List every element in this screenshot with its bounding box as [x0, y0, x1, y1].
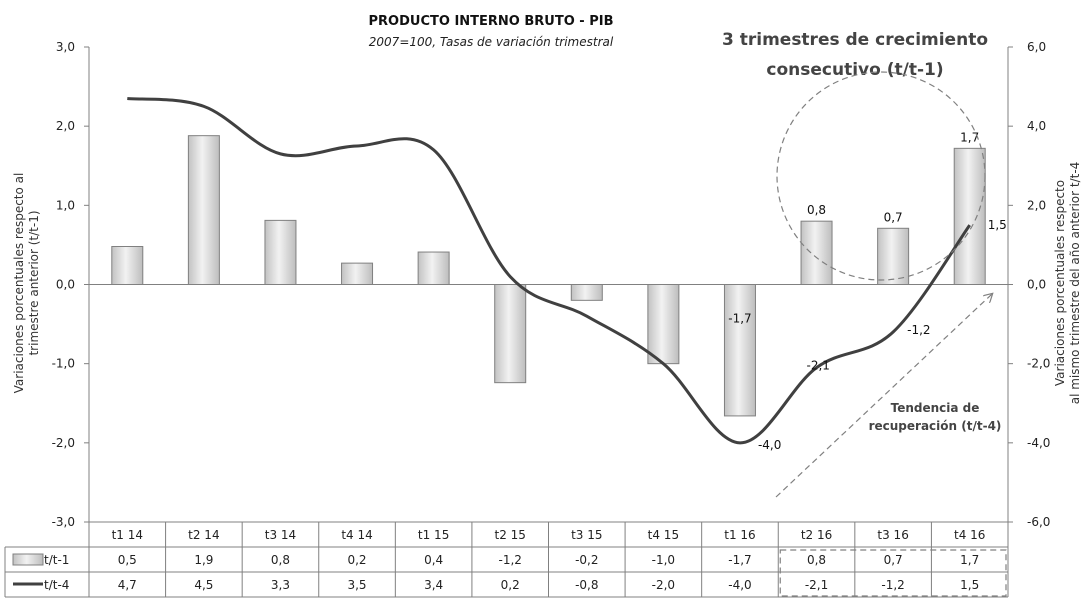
trend-annotation-line-2: recuperación (t/t-4)	[869, 419, 1002, 433]
t-t1-cell: -1,0	[652, 553, 675, 567]
category-label: t3 14	[265, 528, 296, 542]
t-t4-cell: 4,7	[118, 578, 137, 592]
bar-t1-15	[418, 252, 449, 284]
left-tick-label: 0,0	[56, 278, 75, 292]
data-label: -4,0	[758, 438, 781, 452]
t-t4-cell: -2,1	[805, 578, 828, 592]
data-label: -1,2	[907, 323, 930, 337]
trend-arrow	[776, 294, 992, 497]
t-t1-cell: 1,9	[194, 553, 213, 567]
category-label: t1 14	[112, 528, 143, 542]
data-label: 0,7	[884, 210, 903, 224]
category-label: t3 16	[877, 528, 908, 542]
category-label: t2 15	[494, 528, 525, 542]
t-t1-cell: 0,8	[807, 553, 826, 567]
data-label: 1,7	[960, 130, 979, 144]
bar-t1-14	[112, 247, 143, 285]
bar-t2-16	[801, 221, 832, 284]
data-label: -2,1	[807, 359, 830, 373]
bar-t1-16	[724, 285, 755, 416]
category-label: t2 16	[801, 528, 832, 542]
bar-t4-14	[342, 263, 373, 284]
bar-t4-15	[648, 285, 679, 364]
t-t1-cell: -1,2	[498, 553, 521, 567]
right-tick-label: 2,0	[1027, 198, 1046, 212]
category-label: t4 16	[954, 528, 985, 542]
category-label: t1 16	[724, 528, 755, 542]
t-t1-cell: 0,4	[424, 553, 443, 567]
highlight-annotation-line-1: 3 trimestres de crecimiento	[722, 30, 988, 50]
t-t1-cell: 1,7	[960, 553, 979, 567]
right-tick-label: -2,0	[1027, 357, 1050, 371]
t-t4-cell: 3,4	[424, 578, 443, 592]
bar-t4-16	[954, 148, 985, 284]
category-label: t4 15	[648, 528, 679, 542]
line-series	[127, 98, 969, 442]
t-t4-cell: -2,0	[652, 578, 675, 592]
left-axis-label-line-1: Variaciones porcentuales respecto al	[12, 173, 26, 394]
category-label: t3 15	[571, 528, 602, 542]
left-tick-label: 3,0	[56, 40, 75, 54]
data-table: t1 14 t2 14 t3 14 t4 14 t1 15 t2 15 t3 15 t4 15…	[5, 522, 1008, 597]
left-axis-label-line-2: trimestre anterior (t/t-1)	[27, 210, 41, 355]
legend-bar-key	[13, 554, 43, 565]
data-label: -1,7	[728, 312, 751, 326]
right-axis-label: Variaciones porcentuales respecto al mis…	[1053, 162, 1082, 405]
right-tick-label: 0,0	[1027, 278, 1046, 292]
t-t1-cell: -1,7	[728, 553, 751, 567]
t-t1-cell: 0,2	[347, 553, 366, 567]
t-t1-cell: 0,7	[884, 553, 903, 567]
right-axis-label-line-1: Variaciones porcentuales respecto	[1053, 180, 1067, 386]
bar-t3-14	[265, 220, 296, 284]
t-t4-cell: 4,5	[194, 578, 213, 592]
t-t1-cell: 0,8	[271, 553, 290, 567]
t-t4-cell: 3,3	[271, 578, 290, 592]
highlight-annotation-line-2: consecutivo (t/t-1)	[766, 60, 943, 80]
bar-t2-14	[188, 136, 219, 285]
left-tick-label: 1,0	[56, 198, 75, 212]
t-t4-cell: 0,2	[501, 578, 520, 592]
t-t4-line	[127, 98, 969, 442]
right-tick-label: 4,0	[1027, 119, 1046, 133]
category-label: t4 14	[341, 528, 372, 542]
t-t4-cell: -1,2	[881, 578, 904, 592]
left-axis-label: Variaciones porcentuales respecto al tri…	[12, 173, 41, 394]
left-tick-label: -1,0	[52, 357, 75, 371]
t-t4-cell: 1,5	[960, 578, 979, 592]
legend-t-t1-label: t/t-1	[44, 553, 69, 567]
data-label: 0,8	[807, 203, 826, 217]
chart-title: PRODUCTO INTERNO BRUTO - PIB	[369, 14, 614, 29]
left-tick-label: 2,0	[56, 119, 75, 133]
left-tick-label: -2,0	[52, 436, 75, 450]
t-t4-cell: -0,8	[575, 578, 598, 592]
bar-t2-15	[495, 285, 526, 383]
trend-annotation-line-1: Tendencia de	[891, 401, 980, 415]
category-label: t2 14	[188, 528, 219, 542]
t-t4-cell: -4,0	[728, 578, 751, 592]
t-t1-cell: 0,5	[118, 553, 137, 567]
bar-t3-16	[878, 228, 909, 284]
legend-t-t4-label: t/t-4	[44, 578, 69, 592]
right-axis-label-line-2: al mismo trimestre del año anterior t/t-…	[1068, 162, 1082, 405]
right-tick-label: -4,0	[1027, 436, 1050, 450]
bar-t3-15	[571, 285, 602, 301]
right-tick-label: 6,0	[1027, 40, 1046, 54]
category-label: t1 15	[418, 528, 449, 542]
bar-series	[112, 136, 985, 416]
t-t1-cell: -0,2	[575, 553, 598, 567]
right-tick-label: -6,0	[1027, 515, 1050, 529]
left-tick-label: -3,0	[52, 515, 75, 529]
t-t4-cell: 3,5	[347, 578, 366, 592]
data-label: 1,5	[988, 218, 1007, 232]
chart-subtitle: 2007=100, Tasas de variación trimestral	[369, 35, 614, 49]
